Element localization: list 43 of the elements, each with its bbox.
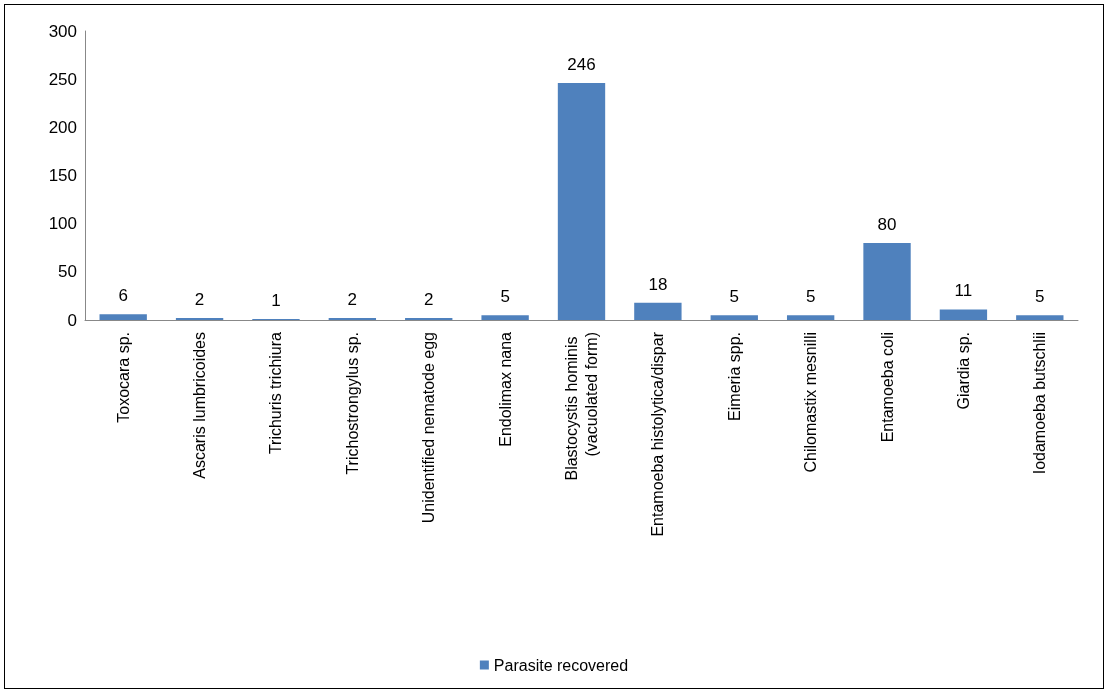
x-tick-label: Trichuris trichiura [267,331,285,455]
bar [634,302,682,320]
y-tick-label: 50 [58,262,77,282]
data-label: 2 [194,290,205,310]
bar [710,315,758,320]
x-tick-label: Iodamoeba butschlii [1031,332,1049,475]
data-label: 1 [271,291,281,311]
x-tick-label: Toxocara sp. [114,332,132,423]
data-label: 6 [118,286,128,306]
legend-label: Parasite recovered [493,656,629,674]
bar [99,314,147,320]
data-label: 246 [567,55,596,75]
data-label: 5 [805,287,816,307]
x-tick-label: Giardia sp. [954,332,972,410]
x-tick-label: Endolimax nana [496,331,514,447]
y-tick-label: 0 [67,310,77,330]
bar [786,315,835,320]
y-tick-label: 100 [48,214,77,234]
bar [863,242,911,320]
bar [557,83,606,320]
y-tick-label: 250 [48,69,77,89]
bar [481,315,529,320]
y-tick-label: 200 [48,117,77,137]
data-label: 2 [424,290,434,310]
data-label: 5 [729,287,739,307]
x-tick-label: Blastocystis hominis (vacuolated form) [563,332,600,481]
data-label: 2 [347,290,358,310]
data-label: 5 [1035,287,1045,307]
x-tick-label: Ascaris lumbricoides [191,332,209,479]
bar [939,309,988,320]
data-label: 18 [648,274,668,294]
x-tick-label: Entamoeba histolytica/dispar [649,331,667,537]
x-tick-label: Entamoeba coli [878,332,896,443]
x-tick-label: Eimeria spp. [725,332,743,421]
x-tick-label: Chilomastix mesnilli [802,332,820,473]
bar [1016,315,1064,320]
data-label: 5 [500,287,510,307]
data-label: 80 [877,214,897,234]
data-label: 11 [954,281,973,301]
x-tick-label: Trichostrongylus sp. [343,332,361,475]
y-tick-label: 300 [48,21,77,41]
x-tick-label: Unidentified nematode egg [420,332,438,524]
y-tick-label: 150 [48,166,77,185]
